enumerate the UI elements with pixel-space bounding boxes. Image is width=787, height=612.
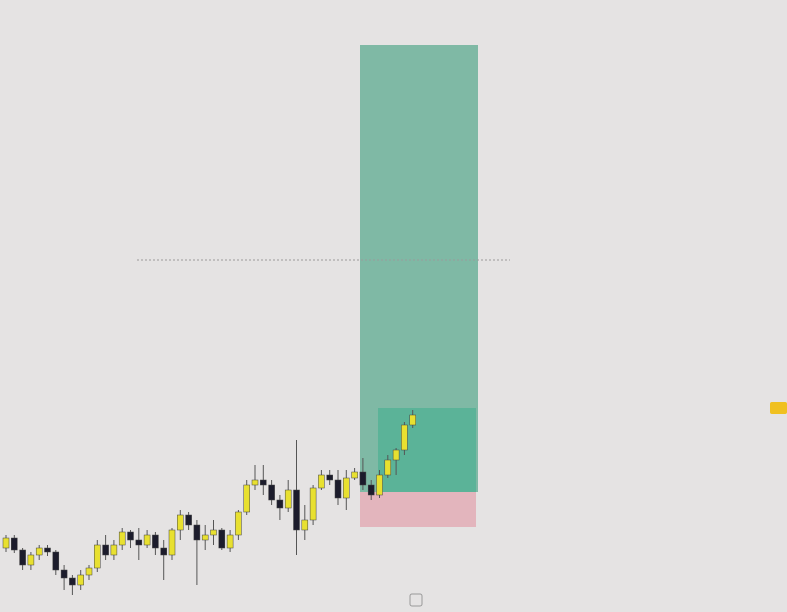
candle-body <box>168 529 176 556</box>
candle-body <box>376 474 383 496</box>
candle-body <box>334 479 342 499</box>
candle-body <box>260 479 267 486</box>
candle-body <box>69 577 76 586</box>
candle-body <box>226 534 234 549</box>
candle-body <box>11 537 18 551</box>
candle-body <box>135 539 143 546</box>
candle-body <box>384 459 392 476</box>
candle-body <box>293 489 300 531</box>
entry-zone <box>378 408 476 492</box>
price-tag <box>770 402 787 414</box>
candle-body <box>351 471 358 479</box>
candle-body <box>401 424 408 451</box>
loss-zone <box>360 492 476 527</box>
icon[interactable] <box>409 593 423 607</box>
candle-body <box>77 574 84 586</box>
candle-body <box>44 547 51 553</box>
candle-body <box>318 474 325 489</box>
candle-body <box>35 547 43 556</box>
candle-body <box>118 531 126 546</box>
candle-body <box>102 544 109 556</box>
candle-body <box>276 499 284 509</box>
candle-body <box>367 484 375 496</box>
candle-body <box>409 414 416 426</box>
candle-body <box>60 569 68 579</box>
candle-body <box>218 529 226 549</box>
candle-body <box>177 514 184 531</box>
candle-body <box>268 484 275 501</box>
candle-body <box>143 534 151 546</box>
candle-body <box>85 567 93 576</box>
candle-body <box>343 477 350 499</box>
candle-body <box>201 534 209 541</box>
candle-body <box>251 479 259 486</box>
candle-body <box>152 534 159 549</box>
candle-body <box>193 524 201 541</box>
candle-body <box>94 544 101 569</box>
candle-body <box>392 449 400 461</box>
candle-body <box>127 531 134 541</box>
candle-body <box>359 471 367 486</box>
candle-body <box>210 529 217 536</box>
candle-body <box>185 514 192 526</box>
candle-body <box>160 547 167 556</box>
candle-body <box>301 519 309 531</box>
candle-body <box>284 489 292 509</box>
candle-body <box>52 551 60 571</box>
candle-body <box>326 474 333 481</box>
candle-body <box>27 554 35 566</box>
candle-body <box>19 549 26 566</box>
candle-body <box>235 511 242 536</box>
candle-body <box>243 484 250 513</box>
candle-body <box>2 537 10 549</box>
candle-body <box>309 487 317 521</box>
candle-body <box>110 544 118 556</box>
